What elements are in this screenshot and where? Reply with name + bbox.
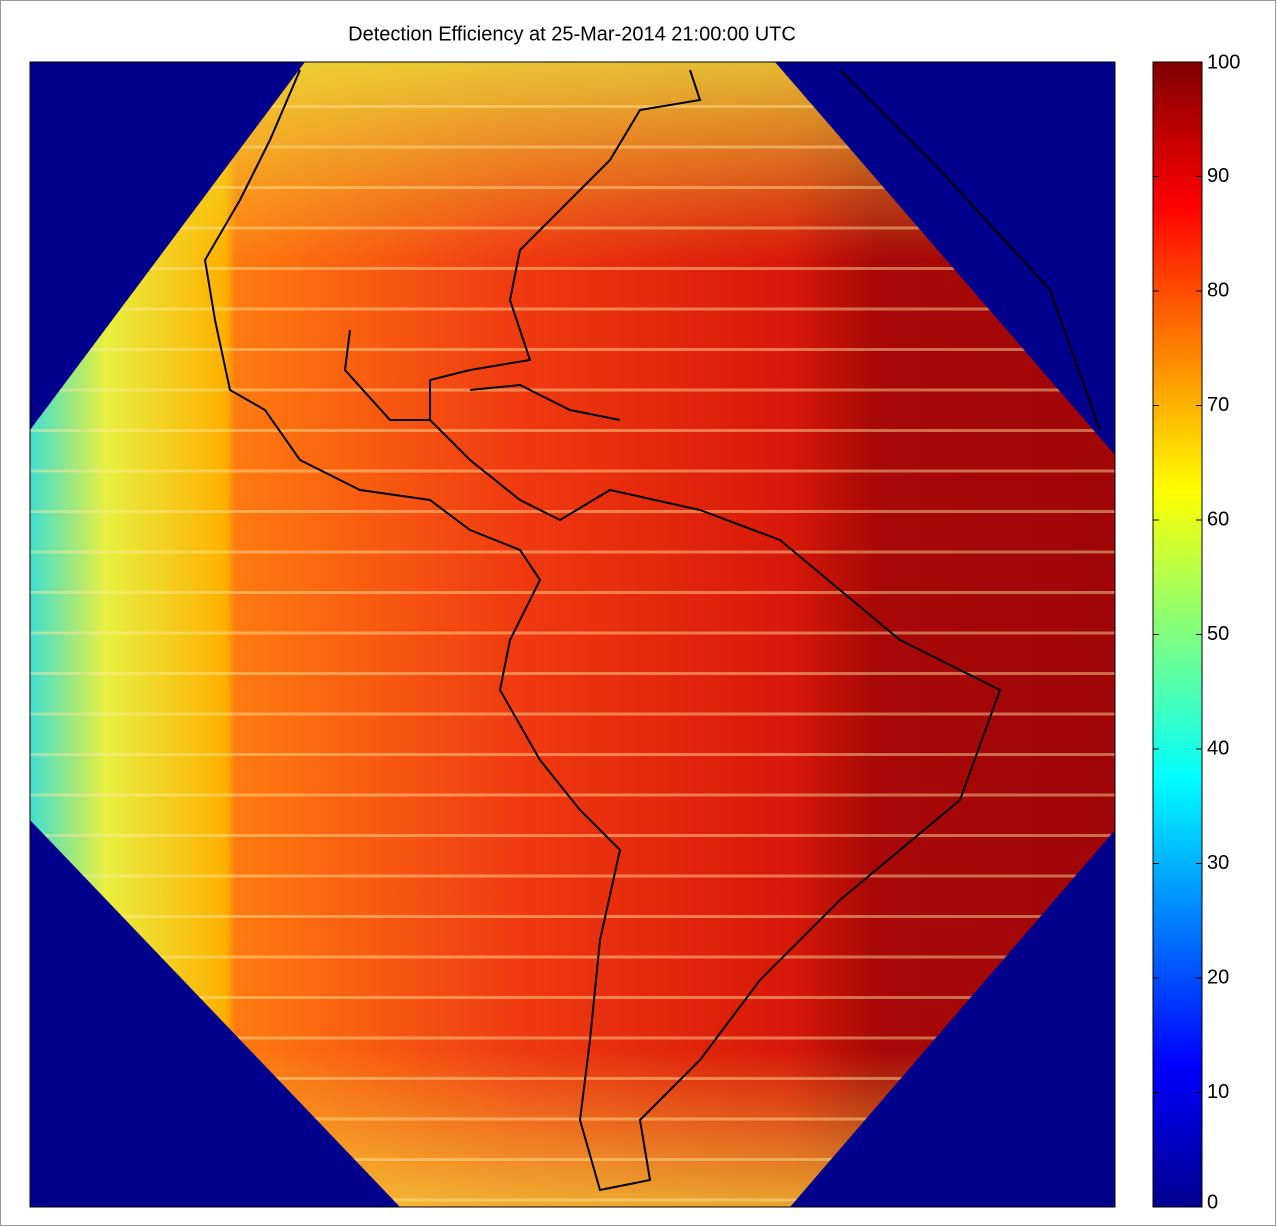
plot-frame [29,61,1116,1208]
stripe [30,591,1115,594]
stripe [30,226,1115,230]
stripe [30,186,1115,189]
stripe [30,1198,1115,1202]
stripe [30,631,1115,635]
stripe [30,834,1115,837]
stripe [30,105,1115,108]
stripe [30,793,1115,797]
colorbar-tick-label: 0 [1207,1191,1218,1213]
scan-stripes [30,105,1115,1202]
colorbar-tick-label: 40 [1207,737,1229,759]
chart-title: Detection Efficiency at 25-Mar-2014 21:0… [348,23,796,45]
colorbar-tick-label: 60 [1207,508,1229,530]
stripe [30,267,1115,270]
colorbar-tick-label: 80 [1207,279,1229,301]
colorbar: 0 10 20 30 40 50 60 70 80 90 100 [1152,51,1240,1213]
stripe [30,348,1115,351]
colorbar-tick-label: 30 [1207,852,1229,874]
stripe [30,1158,1115,1161]
stripe [30,550,1115,554]
coastline [839,69,1101,431]
stripe [30,996,1115,999]
stripe [30,915,1115,918]
coastline [343,329,430,421]
stripe [30,307,1115,311]
colorbar-tick-label: 70 [1207,394,1229,416]
stripe [30,672,1115,675]
coastline [469,383,621,421]
stripe [30,388,1115,392]
stripe [30,1077,1115,1080]
stripe [30,955,1115,959]
coastline [203,69,1002,1192]
colorbar-tick-label: 50 [1207,623,1229,645]
colorbar-tick-label: 20 [1207,966,1229,988]
colorbar-tick-label: 100 [1207,51,1240,73]
colorbar-tick-label: 90 [1207,165,1229,187]
stripe [30,712,1115,716]
colorbar-tick-label: 10 [1207,1081,1229,1103]
stripe [30,1117,1115,1121]
stripe [30,874,1115,878]
stripe [30,1036,1115,1040]
stripe [30,469,1115,473]
stripe [30,145,1115,149]
stripe [30,753,1115,756]
colorbar-fill [1152,61,1203,1208]
stripe [30,429,1115,432]
